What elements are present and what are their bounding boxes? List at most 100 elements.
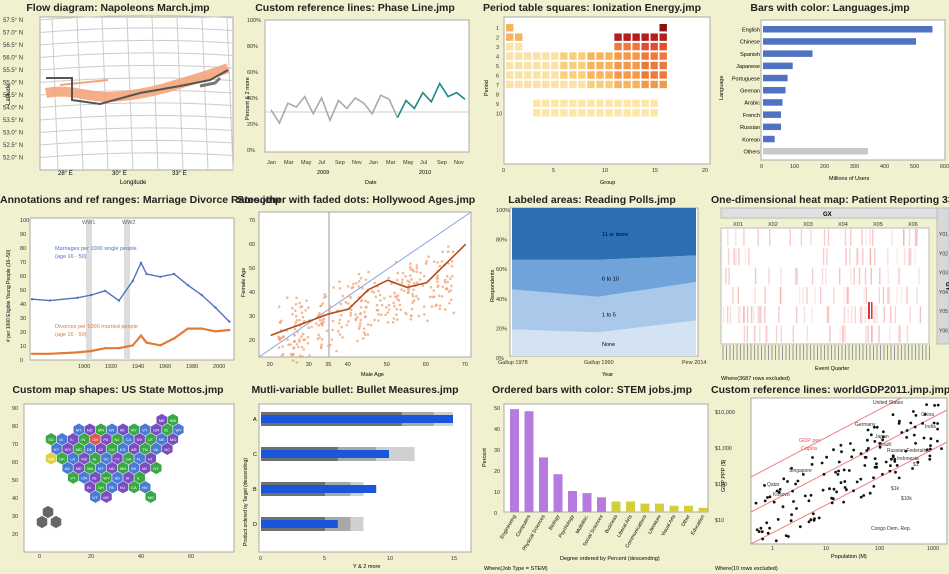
y-tick-label: 0: [20, 358, 23, 364]
state-label: ID: [164, 428, 168, 433]
scatter-point: [445, 287, 449, 291]
heat-cell: [780, 286, 782, 304]
scatter-point: [409, 262, 412, 265]
country-dot: [866, 438, 869, 442]
scatter-point: [379, 299, 382, 302]
data-point: [139, 334, 143, 337]
scatter-point: [417, 314, 421, 318]
y-tick-label: 10: [494, 490, 500, 496]
scatter-point: [407, 290, 410, 294]
country-dot: [914, 441, 917, 445]
scatter-point: [395, 313, 398, 316]
heat-cell: [754, 286, 756, 304]
heat-cell: [766, 325, 769, 343]
country-dot: [928, 447, 932, 451]
scatter-point: [452, 311, 456, 315]
panel-world-gdp: Custom reference lines: worldGDP2011.jmp…: [711, 382, 949, 574]
scatter-point: [391, 320, 395, 324]
heat-cell: [738, 248, 740, 266]
grid-line: [39, 64, 234, 71]
heat-cell: [728, 267, 730, 285]
element-square: [569, 109, 577, 117]
scatter-point: [398, 303, 402, 307]
data-point: [30, 352, 34, 355]
country-dot: [881, 438, 884, 442]
scatter-point: [443, 308, 447, 311]
heat-cell: [778, 306, 780, 324]
data-point: [159, 275, 162, 278]
scatter-point: [294, 303, 298, 306]
scatter-point: [396, 294, 400, 297]
retreat-line: [46, 69, 229, 106]
x-tick-label: 5: [552, 168, 555, 174]
country-dot: [873, 440, 877, 443]
heat-cell: [814, 286, 816, 304]
element-square: [524, 61, 532, 70]
heat-cell: [753, 306, 755, 324]
country-dot: [904, 449, 908, 453]
value-bar: [261, 485, 377, 493]
scatter-point: [412, 288, 415, 292]
element-square: [659, 80, 667, 89]
panel-stem: Ordered bars with color: STEM jobs.jmp E…: [474, 382, 710, 574]
scatter-point: [373, 318, 376, 322]
scatter-point: [392, 301, 395, 305]
country-dot: [832, 487, 836, 491]
heat-cell: [765, 325, 767, 343]
scatter-point: [307, 326, 310, 329]
scatter-point: [292, 346, 296, 349]
grid-line: [39, 14, 234, 21]
heat-cell: [903, 248, 906, 266]
scatter-point: [436, 285, 440, 289]
country-dot: [916, 460, 920, 464]
panel-reading-polls: Labeled areas: Reading Polls.jmp None 1 t…: [474, 192, 710, 382]
y-tick-label: 30: [12, 514, 18, 520]
country-dot: [763, 484, 766, 487]
heat-cell: [887, 248, 889, 266]
band-label: None: [602, 342, 615, 348]
heat-cell: [896, 248, 899, 266]
heat-cell: [725, 267, 727, 285]
x-tick-label: 60: [188, 554, 194, 560]
country-dot: [881, 435, 885, 439]
state-label: WY: [103, 476, 110, 481]
y-tick-label: 0%: [247, 148, 255, 154]
scatter-point: [427, 255, 430, 258]
state-label: WY: [175, 428, 182, 433]
scatter-point: [406, 279, 409, 283]
state-label: NJ: [120, 485, 125, 490]
state-label: MN: [120, 466, 126, 471]
panel-heatmap: One-dimensional heat map: Patient Report…: [711, 192, 949, 382]
scatter-point: [407, 283, 411, 287]
x-tick-label: 40: [138, 554, 144, 560]
gdp-chart: GDP per Capita United States China India Ja…: [715, 397, 948, 572]
element-square: [542, 52, 550, 60]
element-square: [632, 99, 640, 108]
element-square: [632, 42, 640, 51]
heat-cell: [735, 248, 738, 266]
ionization-chart: 1 2 3 4 5 6 7 8 9 10 0 5 10 15 20 Group Period: [484, 16, 711, 186]
scatter-point: [341, 336, 344, 339]
panel-title: Custom map shapes: US State Mottos.jmp: [12, 384, 224, 396]
scatter-point: [401, 271, 405, 275]
y-tick-label: 57.0° N: [3, 31, 23, 37]
country-dot: [801, 473, 805, 476]
heat-cell: [906, 325, 909, 343]
country-dot: [921, 422, 924, 425]
x-tick-label: 50: [384, 362, 390, 368]
category-label: Business: [604, 514, 620, 535]
x-tick-label: 5: [323, 556, 326, 562]
scatter-point: [451, 274, 454, 278]
ref-label: GDP per: [799, 438, 820, 444]
country-dot: [878, 445, 882, 449]
country-dot: [889, 464, 892, 467]
scatter-point: [389, 295, 392, 298]
country-dot: [909, 421, 913, 425]
data-point: [159, 344, 162, 347]
x-tick-label: 60: [423, 362, 429, 368]
x-tick-label: Mar: [284, 160, 294, 166]
country-dot: [891, 413, 895, 416]
scatter-point: [359, 312, 363, 315]
scatter-point: [327, 344, 330, 348]
scatter-point: [318, 319, 322, 322]
